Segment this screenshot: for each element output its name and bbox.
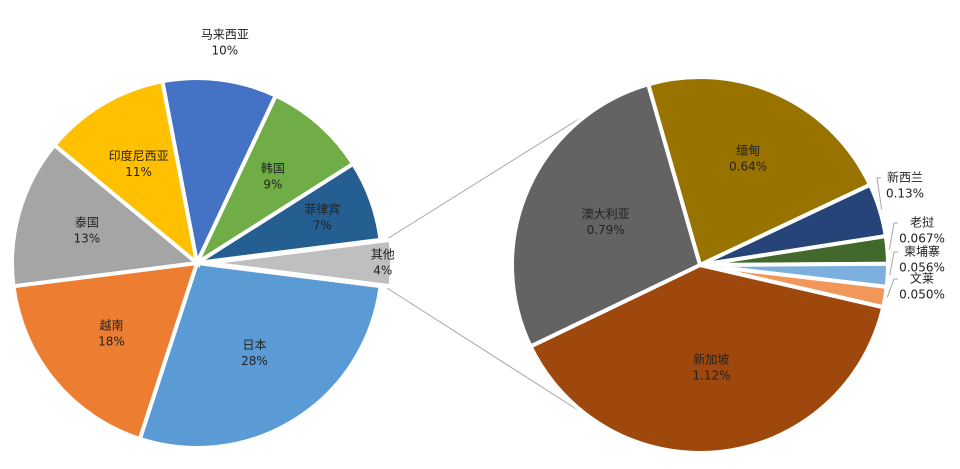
slice-value-label: 1.12% xyxy=(692,368,730,382)
pie-slice xyxy=(192,92,356,269)
slice-label: 文莱 xyxy=(910,271,934,286)
connector-line xyxy=(386,101,607,240)
slice-value-label: 0.050% xyxy=(899,288,945,302)
slice-value-label: 0.067% xyxy=(899,232,945,246)
pie-slice xyxy=(11,260,200,442)
slice-label: 柬埔寨 xyxy=(904,244,940,259)
slice-value-label: 13% xyxy=(74,231,101,245)
leader-line xyxy=(888,222,898,250)
slice-label: 其他 xyxy=(371,248,395,262)
leader-line xyxy=(889,251,898,276)
pie-slice xyxy=(510,81,703,350)
connector-line xyxy=(386,287,607,429)
slice-value-label: 0.64% xyxy=(729,159,767,173)
pie-slice xyxy=(645,75,873,268)
slice-label: 缅甸 xyxy=(736,143,760,157)
slice-label: 泰国 xyxy=(75,215,99,229)
slice-label: 韩国 xyxy=(261,160,285,175)
pie-slice xyxy=(51,78,201,269)
slice-label: 新西兰 xyxy=(887,170,923,185)
slice-value-label: 0.13% xyxy=(886,187,924,201)
slice-value-label: 18% xyxy=(98,334,125,348)
leader-line xyxy=(886,278,898,298)
slice-value-label: 28% xyxy=(241,354,268,368)
pie-slice xyxy=(527,262,886,455)
slice-label: 越南 xyxy=(99,317,123,332)
slice-label: 日本 xyxy=(242,338,266,352)
slice-label: 新加坡 xyxy=(693,351,729,366)
slice-value-label: 4% xyxy=(373,264,392,278)
slice-value-label: 11% xyxy=(125,165,152,179)
slice-label: 印度尼西亚 xyxy=(109,148,169,163)
slice-value-label: 0.79% xyxy=(587,223,625,237)
pie-slice xyxy=(137,260,383,450)
pie-slice xyxy=(206,237,394,289)
pie-slice xyxy=(159,76,279,270)
slice-label: 澳大利亚 xyxy=(582,207,630,221)
leader-line xyxy=(876,177,883,210)
slice-value-label: 7% xyxy=(313,218,332,232)
slice-value-label: 10% xyxy=(211,43,238,57)
slice-label: 马来西亚 xyxy=(201,27,249,41)
slice-label: 老挝 xyxy=(910,216,934,230)
slice-value-label: 9% xyxy=(263,177,282,191)
pie-slice xyxy=(10,142,202,289)
slice-value-label: 0.056% xyxy=(899,261,945,275)
slice-label: 菲律宾 xyxy=(304,201,340,216)
